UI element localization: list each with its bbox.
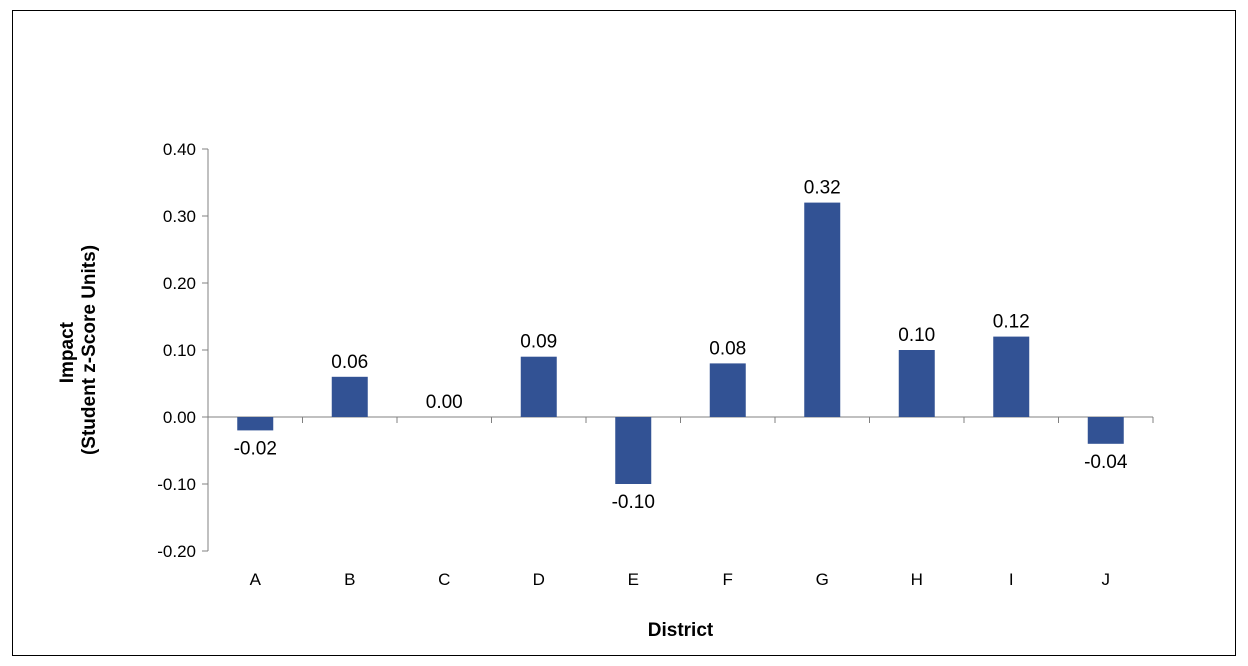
y-tick-label: 0.00	[163, 408, 196, 427]
x-category-label: D	[533, 570, 545, 589]
x-category-label: I	[1009, 570, 1014, 589]
bar-chart: -0.20 -0.10 0.00 0.10 0.20 0.30 0.40 -0.02 0.06…	[57, 140, 1154, 641]
y-axis-title: Impact (Student z-Score Units)	[57, 245, 100, 455]
data-label-H: 0.10	[898, 325, 935, 346]
data-labels: -0.02 0.06 0.00 0.09 -0.10 0.08 0.32 0.10 0.12 -0…	[234, 178, 1128, 513]
bar-I	[993, 336, 1030, 417]
x-axis-title: District	[648, 620, 714, 641]
y-ticks: -0.20 -0.10 0.00 0.10 0.20 0.30 0.40	[157, 140, 208, 561]
data-label-F: 0.08	[709, 338, 746, 359]
y-tick-label: 0.20	[163, 274, 196, 293]
data-label-I: 0.12	[993, 312, 1030, 333]
data-label-G: 0.32	[804, 178, 841, 199]
x-category-label: H	[911, 570, 923, 589]
x-category-label: C	[438, 570, 450, 589]
bar-F	[709, 363, 746, 417]
data-label-E: -0.10	[612, 492, 655, 513]
chart-frame: -0.20 -0.10 0.00 0.10 0.20 0.30 0.40 -0.02 0.06…	[12, 10, 1236, 656]
data-label-D: 0.09	[520, 332, 557, 353]
x-category-label: B	[344, 570, 355, 589]
y-axis-title-line-1: Impact	[57, 321, 78, 383]
x-category-label: E	[628, 570, 639, 589]
y-tick-label: 0.40	[163, 140, 196, 159]
bars	[237, 202, 1124, 484]
x-category-label: G	[816, 570, 829, 589]
x-category-labels: A B C D E F G H I J	[250, 570, 1110, 589]
y-tick-label: 0.30	[163, 207, 196, 226]
data-label-B: 0.06	[331, 352, 368, 373]
x-category-label: F	[723, 570, 733, 589]
bar-A	[237, 417, 274, 431]
y-tick-label: -0.10	[157, 475, 196, 494]
y-tick-label: -0.20	[157, 542, 196, 561]
data-label-C: 0.00	[426, 392, 463, 413]
bar-G	[804, 202, 841, 417]
data-label-A: -0.02	[234, 438, 277, 459]
x-category-label: J	[1102, 570, 1111, 589]
bar-D	[520, 356, 557, 417]
data-label-J: -0.04	[1084, 452, 1128, 473]
bar-H	[898, 350, 935, 417]
bar-E	[615, 417, 652, 484]
y-axis-title-line-2: (Student z-Score Units)	[79, 245, 100, 455]
y-tick-label: 0.10	[163, 341, 196, 360]
bar-J	[1087, 417, 1124, 444]
bar-B	[331, 376, 368, 417]
x-category-label: A	[250, 570, 262, 589]
x-ticks	[207, 417, 1154, 423]
